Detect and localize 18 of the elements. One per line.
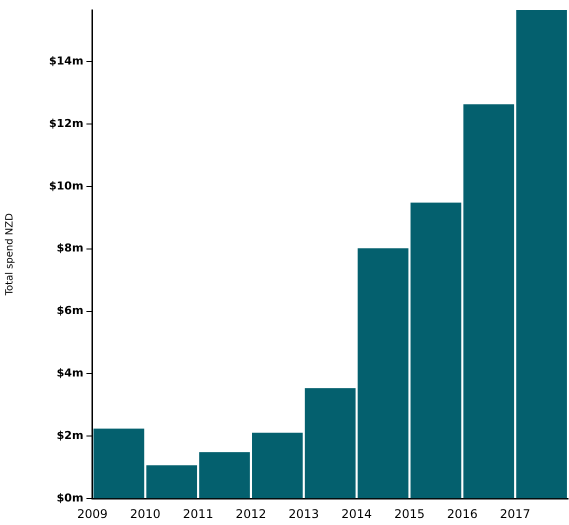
y-tick-label: $10m [48, 179, 84, 192]
y-tick-label: $6m [56, 304, 84, 318]
y-tick-label: $4m [56, 366, 84, 380]
x-tick-label: 2012 [236, 506, 266, 521]
x-tick-label: 2014 [341, 506, 372, 521]
x-tick-label: 2015 [394, 506, 425, 521]
x-tick-label: 2010 [130, 506, 161, 521]
y-tick-label: $2m [56, 429, 84, 442]
x-tick-label: 2011 [182, 506, 214, 521]
x-tick-label: 2017 [500, 506, 530, 521]
x-tick-label: 2016 [447, 506, 478, 521]
y-tick-label: $0m [56, 491, 84, 504]
y-axis-title: Total spend NZD [4, 212, 16, 296]
y-tick-label: $12m [48, 116, 84, 130]
x-tick-label: 2013 [288, 506, 320, 521]
x-tick-label: 2009 [77, 506, 108, 521]
y-tick-label: $8m [56, 242, 84, 255]
y-tick-label: $14m [48, 54, 84, 68]
